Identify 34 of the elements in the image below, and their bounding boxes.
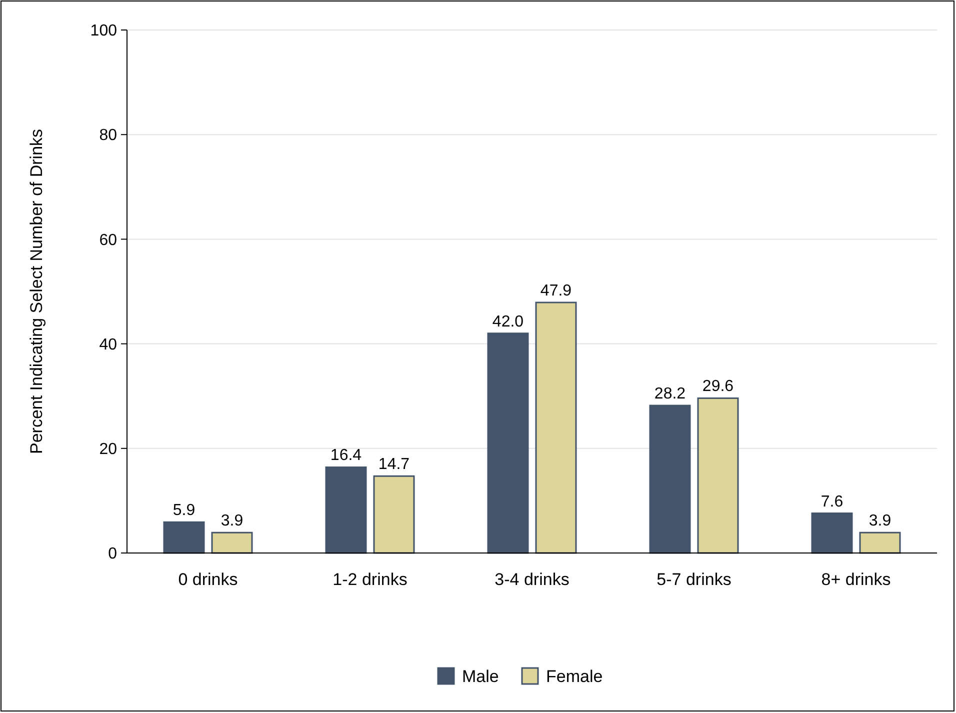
y-tick-label: 40 xyxy=(99,336,118,354)
x-tick-label: 1-2 drinks xyxy=(332,570,408,589)
data-label: 29.6 xyxy=(702,378,734,396)
data-label: 7.6 xyxy=(820,493,844,510)
data-label: 47.9 xyxy=(540,282,572,300)
y-axis-title: Percent Indicating Select Number of Drinks xyxy=(27,128,46,454)
x-tick-label: 0 drinks xyxy=(178,570,238,589)
bar xyxy=(859,532,901,554)
bar xyxy=(649,404,691,554)
bar xyxy=(811,512,853,554)
data-label: 3.9 xyxy=(868,512,892,530)
bar xyxy=(697,397,739,554)
bar xyxy=(487,332,529,554)
y-tick-label: 80 xyxy=(99,127,118,144)
bar xyxy=(325,466,367,554)
bar xyxy=(211,532,253,554)
y-tick-label: 20 xyxy=(99,441,118,458)
bar xyxy=(163,521,205,554)
y-tick-label: 60 xyxy=(99,232,118,249)
data-label: 5.9 xyxy=(172,502,196,520)
data-label: 42.0 xyxy=(492,313,524,330)
x-tick-label: 8+ drinks xyxy=(821,570,891,589)
data-label: 14.7 xyxy=(378,456,410,474)
x-tick-label: 3-4 drinks xyxy=(494,570,570,589)
legend-label: Female xyxy=(546,666,603,686)
bar xyxy=(373,475,415,554)
bar xyxy=(535,302,577,554)
legend-label: Male xyxy=(462,666,499,686)
y-tick-label: 100 xyxy=(90,22,118,40)
y-tick-label: 0 xyxy=(108,546,118,563)
data-label: 3.9 xyxy=(220,512,244,530)
x-tick-label: 5-7 drinks xyxy=(656,570,732,589)
data-label: 28.2 xyxy=(654,386,686,403)
data-label: 16.4 xyxy=(330,447,362,464)
